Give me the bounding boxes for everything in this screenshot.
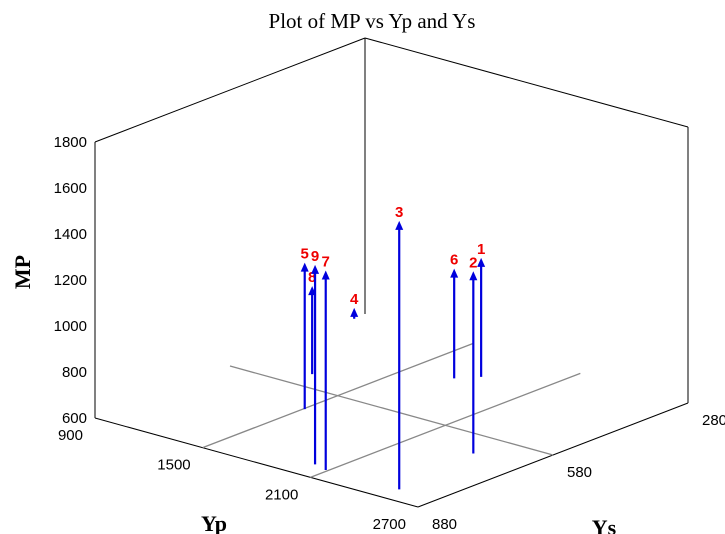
point-label-8: 8 (308, 269, 316, 286)
arrowhead-1 (477, 257, 486, 267)
z-tick-600: 600 (62, 410, 87, 427)
point-label-3: 3 (395, 204, 403, 221)
z-tick-800: 800 (62, 364, 87, 381)
point-label-4: 4 (350, 291, 359, 308)
x-tick-2100: 2100 (265, 486, 298, 503)
grid-line-ys-580 (229, 365, 554, 456)
point-label-9: 9 (311, 248, 319, 265)
z-axis-title: MP (10, 255, 35, 289)
z-tick-1600: 1600 (54, 180, 87, 197)
x-tick-2700: 2700 (373, 516, 406, 533)
x-axis-title: Yp (201, 511, 227, 534)
z-tick-1800: 1800 (54, 134, 87, 151)
arrowhead-4 (350, 307, 359, 317)
arrowhead-3 (395, 220, 404, 230)
tick-labels: 600 800 1000 1200 1400 1600 1800 900 1500 2100 270… (54, 134, 725, 533)
chart-frame (94, 37, 689, 508)
point-label-7: 7 (322, 253, 330, 270)
z-tick-1200: 1200 (54, 272, 87, 289)
arrowhead-7 (321, 270, 330, 280)
data-stems: 12 3 4 5 6 78 9 (300, 204, 486, 490)
z-tick-1400: 1400 (54, 226, 87, 243)
arrowhead-6 (450, 268, 459, 278)
floor-grid (202, 343, 581, 478)
arrowhead-9 (311, 264, 320, 274)
point-label-6: 6 (450, 252, 458, 269)
arrowhead-2 (469, 271, 478, 281)
top-edge-right (364, 37, 689, 128)
point-label-2: 2 (469, 254, 477, 271)
point-label-1: 1 (477, 241, 485, 258)
chart-title: Plot of MP vs Yp and Ys (269, 9, 476, 33)
top-edge-left (94, 37, 366, 143)
y-tick-280: 280 (702, 412, 725, 429)
y-axis-title: Ys (592, 515, 617, 534)
floor-edge-front-left (94, 417, 419, 508)
z-tick-1000: 1000 (54, 318, 87, 335)
x-tick-1500: 1500 (157, 457, 190, 474)
y-tick-580: 580 (567, 464, 592, 481)
x-tick-900: 900 (58, 427, 83, 444)
arrowhead-5 (300, 262, 309, 272)
point-label-5: 5 (301, 246, 309, 263)
y-tick-880: 880 (432, 516, 457, 533)
